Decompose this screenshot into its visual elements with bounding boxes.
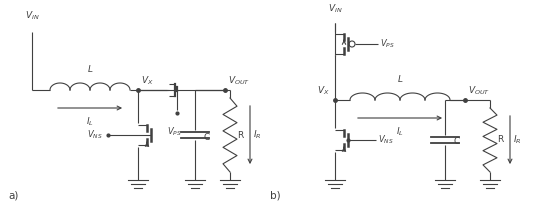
Text: V$_{IN}$: V$_{IN}$ bbox=[25, 10, 40, 22]
Text: I$_{L}$: I$_{L}$ bbox=[396, 126, 404, 139]
Text: L: L bbox=[397, 75, 402, 84]
Text: C: C bbox=[203, 132, 209, 141]
Text: V$_{OUT}$: V$_{OUT}$ bbox=[468, 84, 490, 97]
Text: V$_{OUT}$: V$_{OUT}$ bbox=[228, 74, 250, 87]
Text: L: L bbox=[87, 65, 92, 74]
Text: V$_{PS}$: V$_{PS}$ bbox=[380, 38, 395, 50]
Text: C: C bbox=[453, 137, 460, 146]
Text: V$_{PS}$: V$_{PS}$ bbox=[166, 125, 182, 137]
Text: V$_X$: V$_X$ bbox=[317, 84, 330, 97]
Text: I$_R$: I$_R$ bbox=[513, 134, 522, 146]
Text: R: R bbox=[497, 135, 503, 145]
Text: V$_{IN}$: V$_{IN}$ bbox=[328, 2, 343, 15]
Text: V$_{NS}$: V$_{NS}$ bbox=[87, 129, 103, 141]
Text: I$_R$: I$_R$ bbox=[253, 129, 261, 141]
Text: a): a) bbox=[8, 190, 18, 200]
Text: I$_{L}$: I$_{L}$ bbox=[86, 116, 94, 129]
Text: V$_{NS}$: V$_{NS}$ bbox=[378, 134, 394, 146]
Text: b): b) bbox=[270, 190, 281, 200]
Text: V$_X$: V$_X$ bbox=[141, 74, 154, 87]
Text: R: R bbox=[237, 130, 243, 140]
